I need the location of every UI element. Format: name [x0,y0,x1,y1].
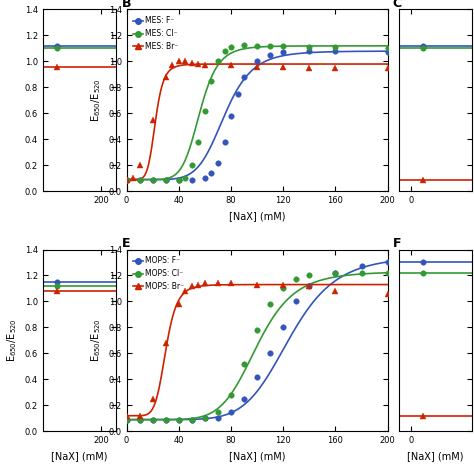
X-axis label: [NaX] (mM): [NaX] (mM) [407,451,463,461]
Legend: MES: F⁻, MES: Cl⁻, MES: Br⁻: MES: F⁻, MES: Cl⁻, MES: Br⁻ [130,13,182,54]
X-axis label: [NaX] (mM): [NaX] (mM) [229,211,285,221]
Text: C: C [392,0,402,9]
Legend: MOPS: F⁻, MOPS: Cl⁻, MOPS: Br⁻: MOPS: F⁻, MOPS: Cl⁻, MOPS: Br⁻ [130,253,187,294]
Y-axis label: E$_{650}$/E$_{520}$: E$_{650}$/E$_{520}$ [5,319,19,362]
X-axis label: [NaX] (mM): [NaX] (mM) [229,451,285,461]
Text: F: F [392,237,401,250]
Text: B: B [121,0,131,9]
X-axis label: [NaX] (mM): [NaX] (mM) [51,451,108,461]
Y-axis label: E$_{650}$/E$_{520}$: E$_{650}$/E$_{520}$ [89,79,103,122]
Text: E: E [121,237,130,250]
Y-axis label: E$_{650}$/E$_{520}$: E$_{650}$/E$_{520}$ [89,319,103,362]
